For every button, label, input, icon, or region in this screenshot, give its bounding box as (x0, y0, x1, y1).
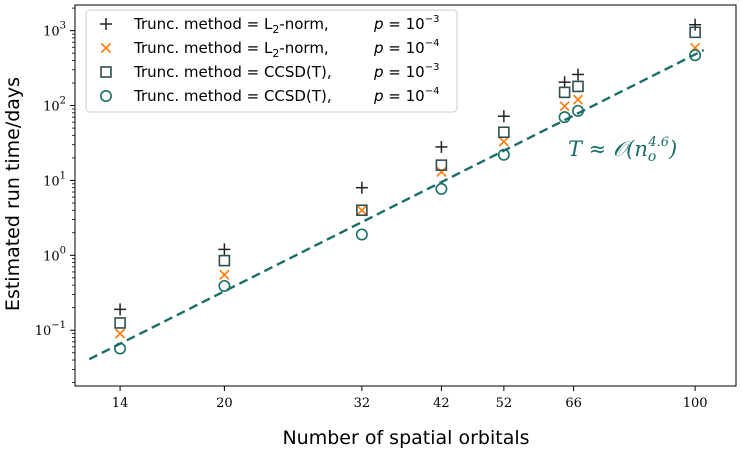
data-point-s4-6 (558, 111, 571, 124)
y-tick-label: 10−1 (35, 320, 66, 339)
data-point-s2-4-b (436, 166, 447, 178)
data-point-s1-6 (558, 76, 571, 89)
legend-marker-4 (100, 90, 113, 103)
data-point-s2-1-b (114, 328, 126, 339)
data-markers-layer (114, 18, 702, 355)
data-point-s2-7-b (572, 94, 584, 105)
data-point-s2-5 (498, 136, 509, 147)
data-point-s2-6-b (559, 101, 570, 112)
x-tick-label: 42 (433, 396, 450, 411)
data-point-s4-8 (689, 49, 702, 62)
series-2 (114, 42, 701, 339)
data-point-s3-1 (114, 317, 126, 329)
data-point-s2-2-b (219, 269, 230, 280)
data-point-s3-2 (218, 254, 231, 267)
plot-frame (74, 4, 737, 387)
legend-label-4: Trunc. method = CCSD(T), (133, 87, 332, 105)
legend-box (85, 9, 458, 113)
axis-layer: 10−1 100 101 102 103 14 20 32 42 52 66 100 (35, 7, 708, 411)
data-point-s4-1 (114, 342, 127, 355)
data-point-s3-5 (498, 126, 510, 139)
data-point-s4-5 (497, 148, 510, 161)
fit-annotation: T ≈ 𝒪(no4.6) (568, 135, 677, 165)
data-point-s4-7 (571, 104, 584, 117)
y-axis-label: Estimated run time/days (2, 77, 24, 311)
x-tick-label: 32 (354, 396, 371, 411)
y-tick-label: 101 (43, 170, 66, 189)
data-point-s2-6 (559, 101, 570, 112)
y-tick-label: 100 (43, 245, 66, 264)
fit-line (88, 49, 705, 361)
x-tick-label: 52 (496, 396, 513, 411)
data-point-s3-3 (356, 204, 368, 217)
x-tick-label: 66 (565, 396, 582, 411)
data-point-s1-4 (435, 140, 448, 153)
legend-marker-3 (100, 66, 112, 78)
data-point-s3-6 (558, 86, 571, 99)
data-point-s4-4 (435, 182, 448, 195)
series-4 (114, 49, 702, 355)
data-point-s1-5 (497, 110, 510, 123)
legend-p-3: p = 10−3 (373, 62, 439, 81)
series-3 (114, 26, 701, 329)
x-tick-label: 14 (112, 396, 129, 411)
data-point-s1-3 (355, 181, 368, 194)
data-point-s2-7 (572, 94, 584, 105)
data-point-s1-1 (114, 303, 127, 316)
legend: Trunc. method = L2-norm, p = 10−3 Trunc. m… (85, 9, 458, 113)
data-point-s1-2 (218, 243, 231, 256)
plot-area (74, 4, 737, 387)
legend-label-2: Trunc. method = L2-norm, (133, 39, 329, 60)
series-1 (114, 18, 702, 316)
x-axis-label: Number of spatial orbitals (282, 427, 529, 449)
data-point-s2-2 (219, 269, 230, 280)
data-point-s2-1 (114, 328, 126, 339)
legend-label-3: Trunc. method = CCSD(T), (133, 63, 332, 81)
legend-p-4: p = 10−4 (373, 86, 439, 105)
x-tick-label: 100 (683, 396, 708, 411)
data-point-s2-3-b (356, 205, 367, 216)
legend-label-1: Trunc. method = L2-norm, (133, 15, 329, 36)
data-point-s3-8 (689, 26, 701, 39)
data-point-s2-5-b (498, 136, 509, 147)
legend-marker-2 (100, 42, 112, 54)
data-point-s2-4 (436, 166, 447, 178)
data-point-s4-3 (355, 228, 368, 241)
data-point-s1-7 (571, 68, 584, 81)
x-tick-label: 20 (216, 396, 233, 411)
legend-p-2: p = 10−4 (373, 38, 439, 57)
fit-line-layer (88, 49, 705, 361)
data-point-s3-4 (435, 159, 448, 171)
data-point-s2-3 (356, 205, 367, 216)
legend-marker-2-b (100, 42, 112, 54)
y-tick-label: 103 (43, 21, 66, 40)
data-point-s4-2 (218, 279, 231, 292)
data-point-s1-8 (689, 18, 702, 31)
data-point-s3-7 (572, 80, 584, 93)
legend-marker-1 (100, 18, 112, 30)
legend-p-1: p = 10−3 (373, 14, 439, 33)
y-tick-label: 102 (43, 96, 66, 115)
